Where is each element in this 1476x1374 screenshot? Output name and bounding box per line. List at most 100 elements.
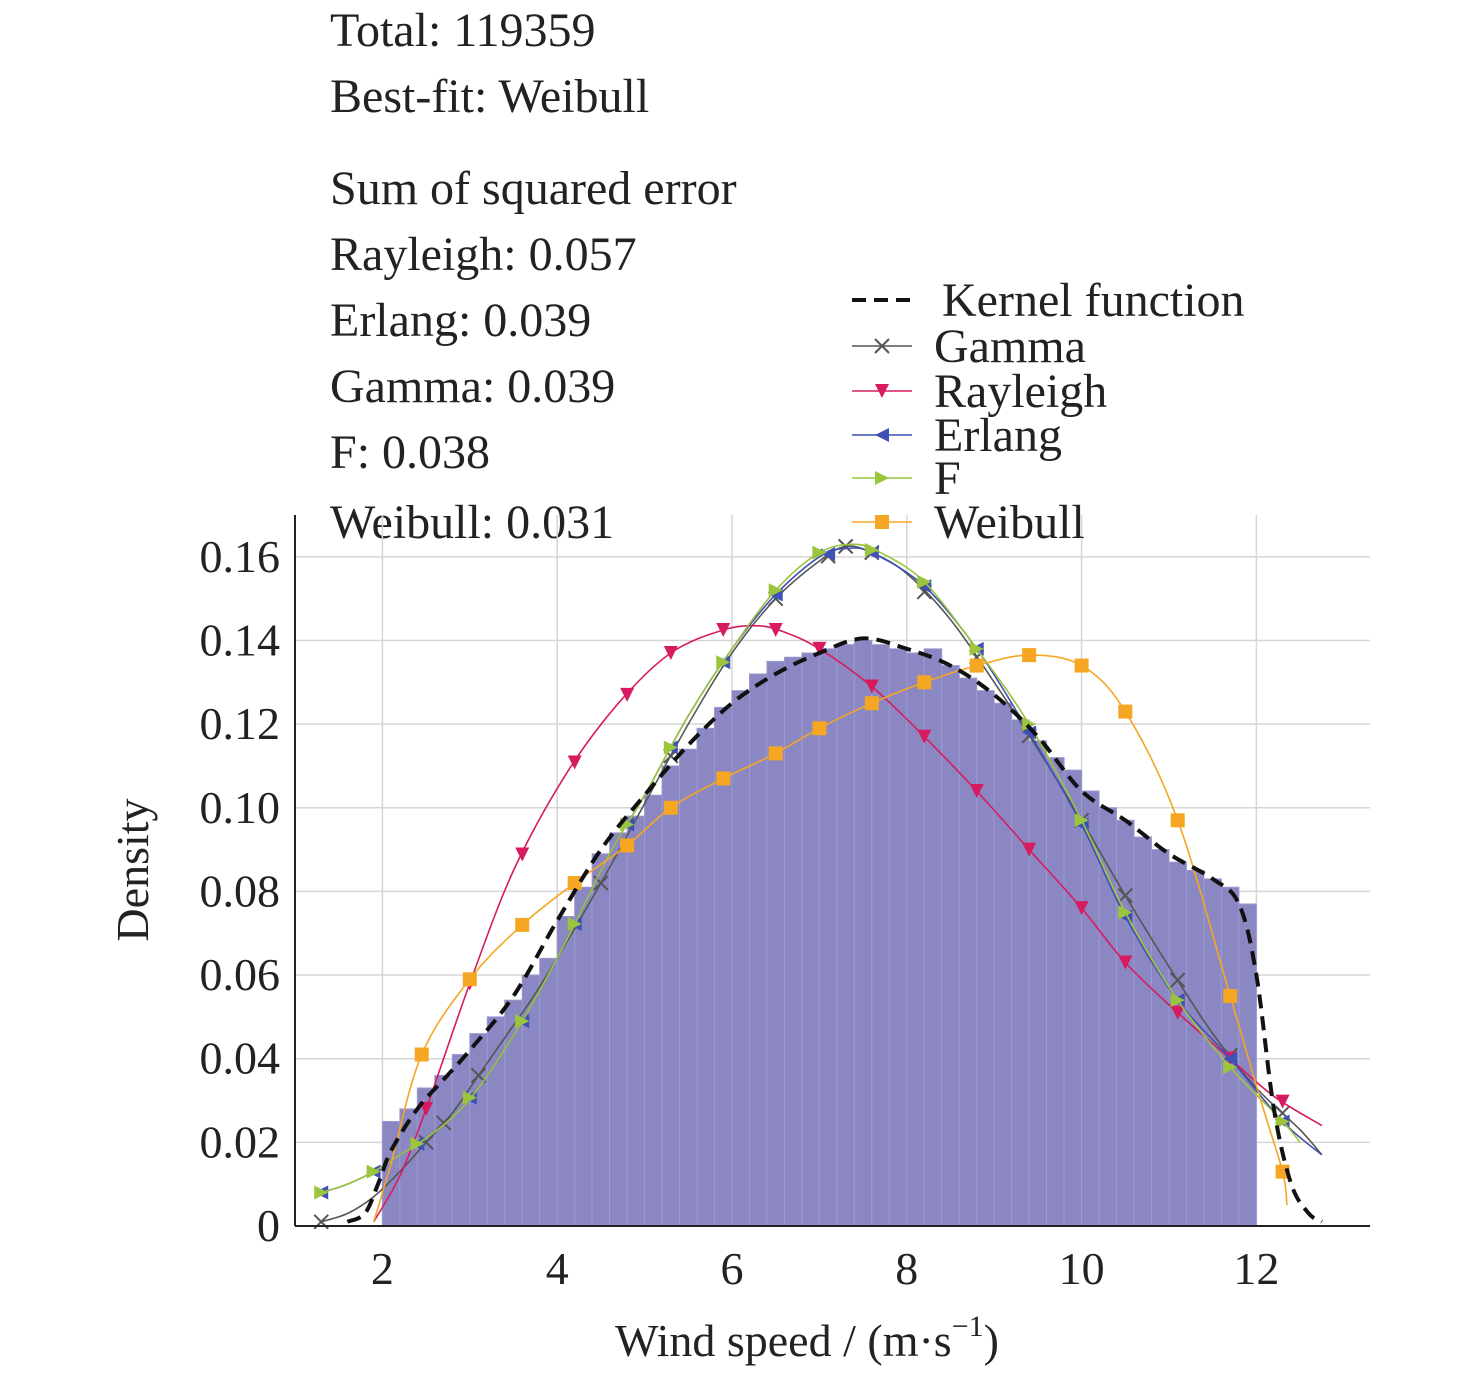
legend-label-rayleigh: Rayleigh: [934, 365, 1107, 418]
series-line-rayleigh: [373, 624, 1323, 1223]
legend-item-f: F: [852, 452, 961, 505]
histogram-bar-25: [818, 648, 838, 1227]
histogram-bar-16: [661, 765, 681, 1227]
legend-label-erlang: Erlang: [934, 409, 1062, 462]
histogram-bar-30: [906, 652, 925, 1227]
histogram-bar-28: [871, 644, 890, 1227]
histogram-bar-9: [539, 957, 558, 1227]
series-marker-f-10: [812, 545, 827, 560]
series-marker-weibull-16: [1223, 988, 1238, 1003]
histogram-bar-43: [1133, 836, 1153, 1227]
series-marker-rayleigh-13: [1074, 901, 1089, 916]
series-marker-f-13: [969, 641, 984, 656]
legend-marker-f: [875, 471, 889, 485]
x-axis-label-close: ): [984, 1315, 999, 1366]
histogram-bar-10: [556, 916, 576, 1227]
series-marker-weibull-1: [462, 972, 477, 987]
annotation-sse-weibull: Weibull: 0.031: [330, 496, 614, 549]
histogram-bar-23: [783, 656, 803, 1227]
axes: [294, 515, 1370, 1227]
histogram-bar-45: [1168, 861, 1187, 1227]
series-marker-gamma-14: [1117, 887, 1133, 904]
histogram-bar-47: [1203, 878, 1222, 1227]
legend-label-gamma: Gamma: [934, 320, 1086, 373]
y-axis-label: Density: [107, 798, 158, 941]
series-marker-rayleigh-9: [864, 679, 879, 694]
y-tick-label-7: 0.14: [200, 614, 281, 665]
legend-label-kernel-function: Kernel function: [942, 274, 1245, 327]
histogram-bar-22: [766, 660, 785, 1227]
series-marker-weibull-15: [1170, 813, 1185, 828]
histogram-bar-39: [1063, 769, 1083, 1227]
series-marker-rayleigh-6: [716, 623, 731, 638]
histogram-bar-34: [976, 690, 995, 1227]
series-marker-f-16: [1118, 905, 1133, 920]
y-tick-label-1: 0.02: [200, 1116, 281, 1167]
annotation-sse-title: Sum of squared error: [330, 162, 737, 215]
series-marker-rayleigh-5: [663, 646, 678, 661]
series-marker-f-19: [1275, 1114, 1290, 1129]
histogram-bar-37: [1028, 740, 1048, 1227]
series-kernel-function: [346, 636, 1323, 1224]
y-tick-label-8: 0.16: [200, 531, 281, 582]
legend-label-f: F: [934, 452, 961, 505]
series-marker-erlang-10: [821, 547, 836, 562]
x-tick-label-4: 10: [1059, 1243, 1105, 1294]
x-tick-label-5: 12: [1233, 1243, 1279, 1294]
histogram-bar-6: [486, 1016, 506, 1227]
fit-curves: [313, 538, 1323, 1230]
legend-label-weibull: Weibull: [934, 496, 1085, 549]
histogram-bar-12: [591, 853, 611, 1227]
tick-labels: 2 4 6 8 10 12 0 0.02 0.04 0.06 0.08 0.10 0.12 0.14 0.1…: [200, 531, 1280, 1294]
x-tick-label-1: 4: [546, 1243, 569, 1294]
legend-item-weibull: Weibull: [852, 496, 1085, 549]
annotation-sse-gamma: Gamma: 0.039: [330, 360, 615, 413]
histogram-bar-4: [451, 1054, 471, 1227]
y-tick-label-3: 0.06: [200, 949, 281, 1000]
series-marker-rayleigh-11: [969, 784, 984, 799]
histogram-bar-3: [434, 1074, 453, 1227]
series-marker-f-18: [1223, 1060, 1238, 1075]
series-marker-gamma-8: [837, 538, 854, 555]
series-marker-f-5: [567, 917, 582, 932]
series-marker-rayleigh-3: [567, 755, 582, 770]
histogram-bar-36: [1011, 719, 1030, 1227]
series-marker-weibull-12: [1022, 648, 1037, 663]
series-marker-weibull-5: [663, 800, 678, 815]
histogram-bar-27: [853, 639, 873, 1227]
series-marker-weibull-7: [768, 746, 783, 761]
x-axis-label-exponent: −1: [952, 1310, 984, 1343]
series-marker-weibull-2: [515, 917, 530, 932]
series-marker-gamma-2: [435, 1115, 452, 1131]
series-marker-f-7: [663, 740, 678, 755]
series-marker-rayleigh-14: [1118, 955, 1133, 970]
series-marker-weibull-9: [864, 696, 879, 711]
series-marker-f-1: [366, 1164, 381, 1179]
annotation-block: Total: 119359 Best-fit: Weibull Sum of s…: [330, 4, 737, 549]
legend-item-gamma: Gamma: [852, 320, 1086, 373]
series-marker-rayleigh-8: [812, 641, 827, 656]
annotation-sse-erlang: Erlang: 0.039: [330, 294, 591, 347]
histogram-bar-15: [644, 794, 663, 1227]
y-tick-label-0: 0: [257, 1200, 280, 1251]
series-marker-weibull-17: [1275, 1164, 1290, 1179]
histogram-bar-5: [469, 1033, 488, 1227]
series-marker-weibull-13: [1074, 658, 1089, 673]
histogram-bar-41: [1098, 807, 1118, 1227]
series-f: [314, 542, 1301, 1200]
x-tick-label-0: 2: [371, 1243, 394, 1294]
annotation-total: Total: 119359: [330, 4, 596, 57]
series-marker-f-11: [864, 542, 879, 557]
histogram-bar-33: [958, 677, 978, 1227]
series-marker-weibull-11: [969, 658, 984, 673]
series-marker-weibull-4: [620, 838, 635, 853]
series-marker-weibull-0: [414, 1047, 429, 1062]
histogram-bar-18: [696, 727, 716, 1227]
annotation-best-fit: Best-fit: Weibull: [330, 70, 649, 123]
histogram-bar-38: [1046, 757, 1065, 1227]
series-marker-f-9: [768, 583, 783, 598]
series-marker-f-15: [1074, 813, 1089, 828]
histogram-bar-42: [1116, 819, 1135, 1227]
legend-marker-weibull: [875, 515, 889, 529]
x-tick-label-3: 8: [895, 1243, 918, 1294]
